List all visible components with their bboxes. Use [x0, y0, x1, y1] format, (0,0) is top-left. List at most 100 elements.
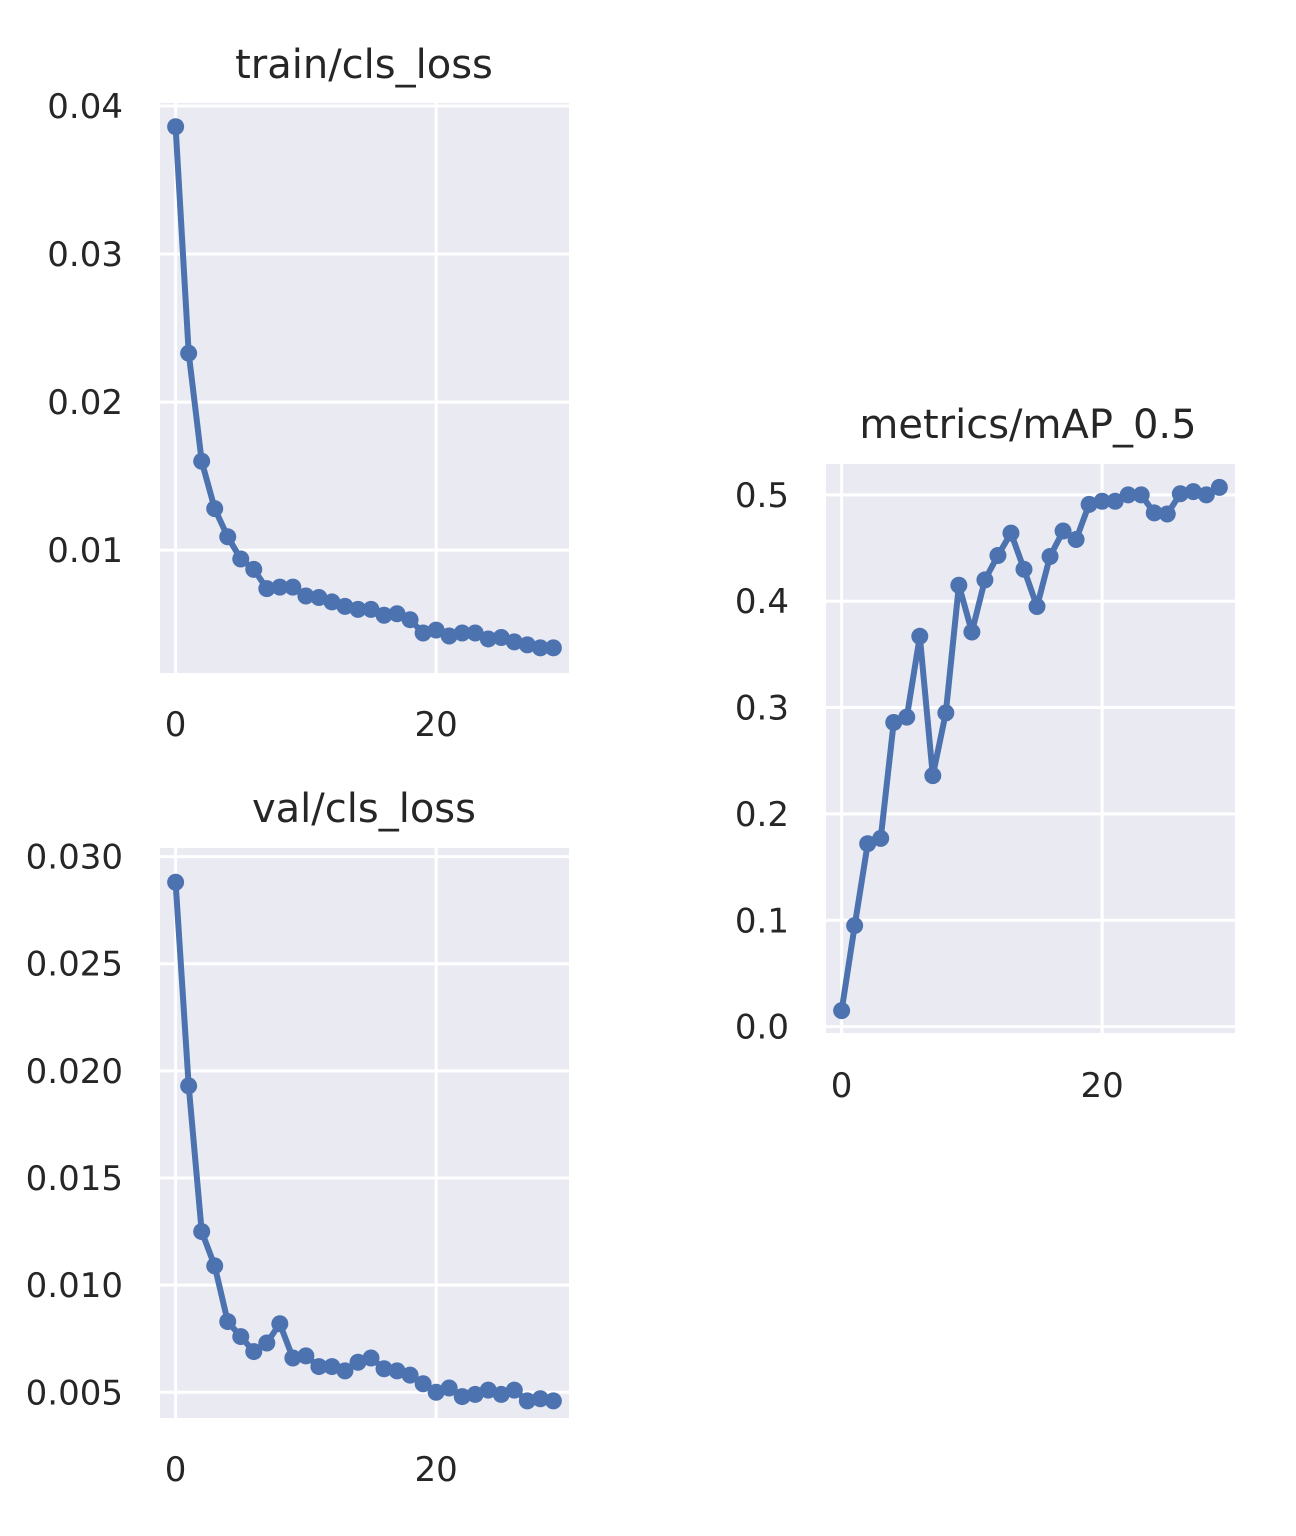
data-point — [245, 560, 263, 578]
plot-area: 0 20 0.01 0.02 0.03 0.04 — [47, 87, 569, 745]
data-point — [963, 623, 981, 641]
data-point — [440, 1379, 458, 1397]
data-point — [1002, 524, 1020, 542]
data-point — [193, 1223, 211, 1241]
data-point — [531, 639, 549, 657]
chart-train-cls-loss: train/cls_loss 0 20 0.01 0.02 0.03 0.04 — [47, 42, 569, 745]
data-point — [1041, 548, 1059, 566]
data-point — [1197, 486, 1215, 504]
y-tick-label: 0.020 — [26, 1052, 123, 1092]
data-point — [872, 829, 890, 847]
chart-title: metrics/mAP_0.5 — [859, 402, 1196, 448]
data-point — [336, 597, 354, 615]
data-point — [453, 1388, 471, 1406]
y-tick-label: 0.03 — [47, 235, 123, 275]
data-point — [531, 1390, 549, 1408]
data-point — [349, 1353, 367, 1371]
data-point — [846, 917, 864, 935]
data-point — [336, 1362, 354, 1380]
data-point — [911, 627, 929, 645]
data-point — [271, 578, 289, 596]
data-point — [1184, 483, 1202, 501]
data-point — [989, 546, 1007, 564]
data-point — [284, 578, 302, 596]
data-point — [362, 1349, 380, 1367]
plot-background — [160, 103, 569, 673]
data-point — [167, 118, 185, 136]
data-point — [388, 1362, 406, 1380]
data-point — [1093, 492, 1111, 510]
data-point — [1158, 505, 1176, 523]
data-point — [232, 550, 250, 568]
plot-background — [826, 464, 1235, 1033]
x-tick-label: 20 — [415, 1450, 458, 1490]
y-tick-label: 0.5 — [735, 476, 789, 516]
y-tick-label: 0.01 — [47, 531, 123, 571]
data-point — [258, 580, 276, 598]
data-point — [898, 708, 916, 726]
data-point — [206, 500, 224, 518]
data-point — [505, 1381, 523, 1399]
data-point — [375, 1360, 393, 1378]
data-point — [544, 1392, 562, 1410]
data-point — [1132, 486, 1150, 504]
data-point — [1119, 486, 1137, 504]
y-tick-label: 0.025 — [26, 945, 123, 985]
data-point — [1028, 598, 1046, 616]
data-point — [401, 1366, 419, 1384]
y-tick-label: 0.030 — [26, 838, 123, 878]
data-point — [297, 1347, 315, 1365]
data-point — [232, 1328, 250, 1346]
data-point — [479, 1381, 497, 1399]
data-point — [284, 1349, 302, 1367]
data-point — [219, 1313, 237, 1331]
data-point — [258, 1334, 276, 1352]
data-point — [492, 628, 510, 646]
data-point — [401, 611, 419, 629]
y-tick-label: 0.4 — [735, 582, 789, 622]
data-point — [1015, 560, 1033, 578]
x-tick-label: 20 — [415, 705, 458, 745]
data-point — [206, 1257, 224, 1275]
y-tick-label: 0.0 — [735, 1008, 789, 1048]
data-point — [492, 1385, 510, 1403]
x-tick-label: 20 — [1081, 1066, 1124, 1106]
data-point — [219, 528, 237, 546]
plot-area: 0 20 0.0 0.1 0.2 0.3 0.4 0.5 — [735, 464, 1235, 1106]
data-point — [1080, 495, 1098, 513]
data-point — [1171, 485, 1189, 503]
data-point — [518, 636, 536, 654]
data-point — [427, 621, 445, 639]
data-point — [323, 593, 341, 611]
data-point — [297, 587, 315, 605]
data-point — [388, 605, 406, 623]
data-point — [466, 624, 484, 642]
chart-title: train/cls_loss — [235, 42, 493, 88]
data-point — [245, 1343, 263, 1361]
data-point — [310, 1358, 328, 1376]
y-tick-label: 0.005 — [26, 1373, 123, 1413]
x-tick-label: 0 — [165, 1450, 187, 1490]
data-point — [414, 624, 432, 642]
data-point — [976, 571, 994, 589]
data-point — [271, 1315, 289, 1333]
data-point — [479, 630, 497, 648]
data-point — [180, 1077, 198, 1095]
data-point — [1210, 478, 1228, 496]
data-point — [1106, 492, 1124, 510]
data-point — [544, 639, 562, 657]
data-point — [950, 576, 968, 594]
data-point — [349, 600, 367, 618]
data-point — [505, 633, 523, 651]
data-point — [937, 704, 955, 722]
data-point — [1145, 504, 1163, 522]
x-tick-label: 0 — [165, 705, 187, 745]
data-point — [180, 344, 198, 362]
y-tick-label: 0.015 — [26, 1159, 123, 1199]
data-point — [323, 1358, 341, 1376]
data-point — [414, 1375, 432, 1393]
y-tick-label: 0.04 — [47, 87, 123, 127]
y-tick-label: 0.010 — [26, 1266, 123, 1306]
y-tick-label: 0.02 — [47, 383, 123, 423]
